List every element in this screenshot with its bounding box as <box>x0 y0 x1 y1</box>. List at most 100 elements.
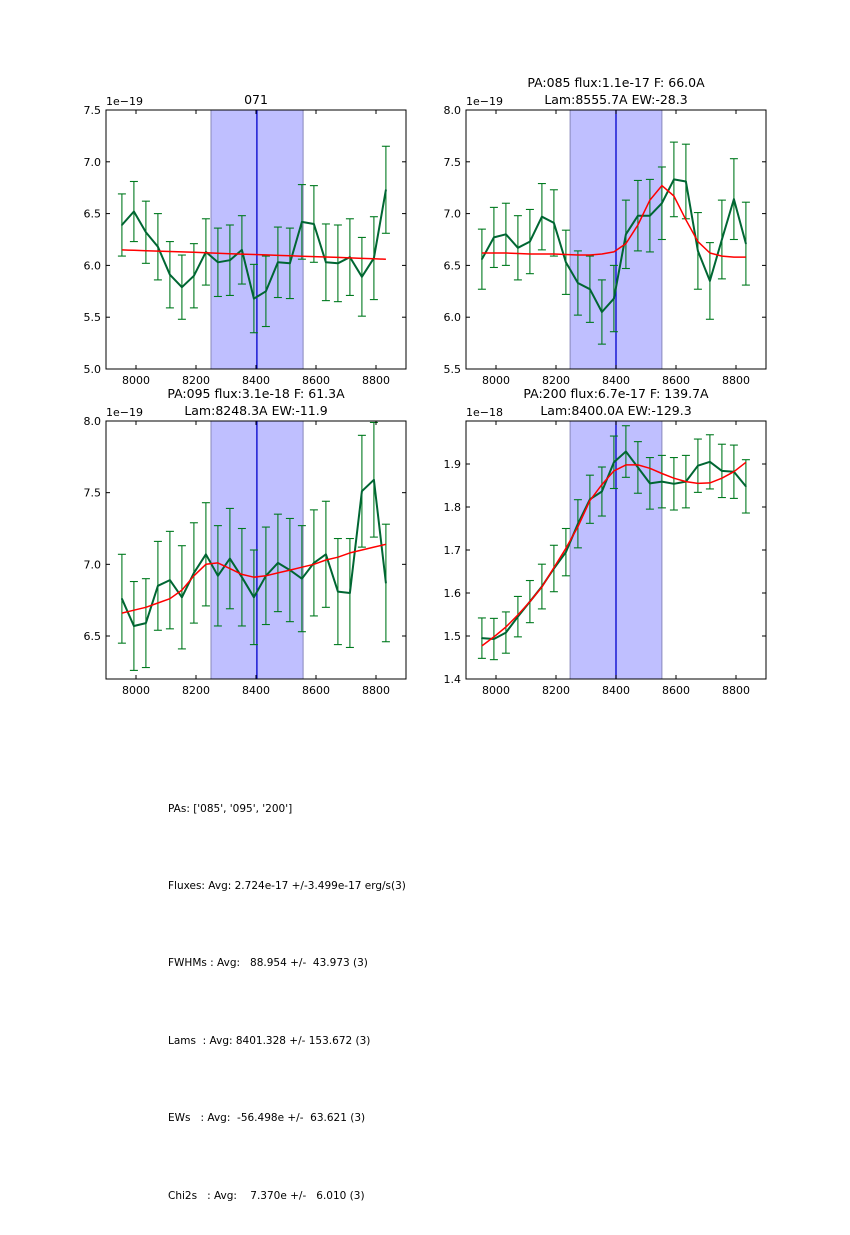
data-point <box>169 273 171 276</box>
summary-pas: PAs: ['085', '095', '200'] <box>168 802 293 815</box>
y-offset-label: 1e−19 <box>106 95 143 108</box>
y-offset-label: 1e−18 <box>466 406 503 419</box>
data-point <box>181 596 183 599</box>
panel-top-left: 8000 8200 8400 8600 8800 5.0 5.5 6.0 6.5 7.0 7.5 1e… <box>84 92 407 387</box>
data-point <box>649 214 651 217</box>
y-tick-label: 8.0 <box>84 415 102 428</box>
data-point <box>613 461 615 464</box>
data-point <box>361 490 363 493</box>
chart-title: 071 <box>244 92 268 107</box>
series-fit-line <box>121 543 387 614</box>
data-point <box>157 245 159 248</box>
y-tick-label: 7.0 <box>84 558 102 571</box>
data-point <box>517 246 519 249</box>
y-tick-label: 6.0 <box>84 259 102 272</box>
data-point <box>649 482 651 485</box>
x-tick-label: 8200 <box>542 374 570 387</box>
x-tick-label: 8400 <box>602 684 630 697</box>
series-fit-line <box>481 184 746 258</box>
data-point <box>685 180 687 183</box>
data-point <box>277 261 279 264</box>
chart-title: Lam:8400.0A EW:-129.3 <box>540 403 691 418</box>
chart-title: Lam:8248.3A EW:-11.9 <box>184 403 327 418</box>
data-point <box>349 592 351 594</box>
x-tick-label: 8000 <box>122 374 150 387</box>
x-tick-label: 8000 <box>122 684 150 697</box>
data-point <box>661 480 663 483</box>
x-tick-label: 8200 <box>182 374 210 387</box>
data-point <box>493 638 495 640</box>
data-point <box>193 274 195 277</box>
x-tick-label: 8600 <box>662 374 690 387</box>
data-point <box>181 286 183 288</box>
chart-title: PA:095 flux:3.1e-18 F: 61.3A <box>167 386 345 401</box>
series-fit-line <box>481 461 747 647</box>
panel-bottom-left: 8000 8200 8400 8600 8800 6.5 7.0 7.5 8.0 1e−19 PA:… <box>84 386 407 697</box>
data-point <box>301 221 303 223</box>
summary-text: PAs: ['085', '095', '200'] Fluxes: Avg: … <box>168 745 406 1235</box>
data-point <box>313 562 315 564</box>
data-point <box>265 290 267 293</box>
data-point <box>601 490 603 493</box>
data-point <box>721 470 723 472</box>
data-point <box>625 233 627 236</box>
x-tick-label: 8800 <box>722 684 750 697</box>
panel-top-right: 8000 8200 8400 8600 8800 5.5 6.0 6.5 7.0 7.5 8.0 1e… <box>444 75 767 387</box>
data-point <box>697 464 699 467</box>
data-point <box>121 597 123 600</box>
data-point <box>565 551 567 553</box>
x-tick-label: 8400 <box>602 374 630 387</box>
data-point <box>481 258 483 260</box>
panel-bottom-right: 8000 8200 8400 8600 8800 1.4 1.5 1.6 1.7 1.8 1.9 1e… <box>444 386 767 697</box>
y-tick-label: 1.7 <box>444 544 462 557</box>
series-fit-line <box>121 249 386 260</box>
y-tick-label: 6.0 <box>444 311 462 324</box>
x-tick-label: 8800 <box>362 374 390 387</box>
x-tick-label: 8000 <box>482 374 510 387</box>
data-point <box>253 596 255 599</box>
data-point <box>337 590 339 593</box>
y-offset-label: 1e−19 <box>466 95 503 108</box>
data-point <box>745 485 747 488</box>
x-tick-label: 8200 <box>542 684 570 697</box>
x-tick-label: 8800 <box>722 374 750 387</box>
data-point <box>241 576 243 579</box>
data-point <box>193 572 195 574</box>
data-point <box>289 262 291 265</box>
y-tick-label: 5.0 <box>84 363 102 376</box>
data-point <box>229 259 231 262</box>
summary-fwhms: FWHMs : Avg: 88.954 +/- 43.973 (3) <box>168 957 368 970</box>
data-point <box>673 482 675 485</box>
data-point <box>277 562 279 564</box>
data-point <box>301 577 303 580</box>
data-point <box>385 582 387 584</box>
data-point <box>541 215 543 218</box>
y-tick-label: 7.5 <box>84 104 102 117</box>
data-point <box>601 311 603 313</box>
summary-fluxes: Fluxes: Avg: 2.724e-17 +/-3.499e-17 erg/… <box>168 879 406 892</box>
data-point <box>361 275 363 278</box>
data-point <box>505 631 507 634</box>
data-point <box>157 585 159 587</box>
data-point <box>229 557 231 560</box>
data-point <box>553 222 555 224</box>
y-tick-label: 5.5 <box>84 311 102 324</box>
data-point <box>325 261 327 264</box>
y-tick-label: 1.9 <box>444 458 462 471</box>
data-point <box>745 242 747 245</box>
y-tick-label: 1.5 <box>444 630 462 643</box>
chart-title: PA:200 flux:6.7e-17 F: 139.7A <box>523 386 709 401</box>
data-point <box>613 297 615 300</box>
y-tick-label: 7.5 <box>84 487 102 500</box>
data-point <box>661 202 663 205</box>
y-tick-label: 7.5 <box>444 156 462 169</box>
data-point <box>385 188 387 191</box>
x-tick-label: 8400 <box>242 374 270 387</box>
data-point <box>145 622 147 624</box>
data-point <box>709 280 711 282</box>
chart-title: Lam:8555.7A EW:-28.3 <box>544 92 687 107</box>
data-point <box>637 466 639 469</box>
data-point <box>217 261 219 264</box>
data-point <box>313 223 315 225</box>
data-point <box>673 178 675 181</box>
